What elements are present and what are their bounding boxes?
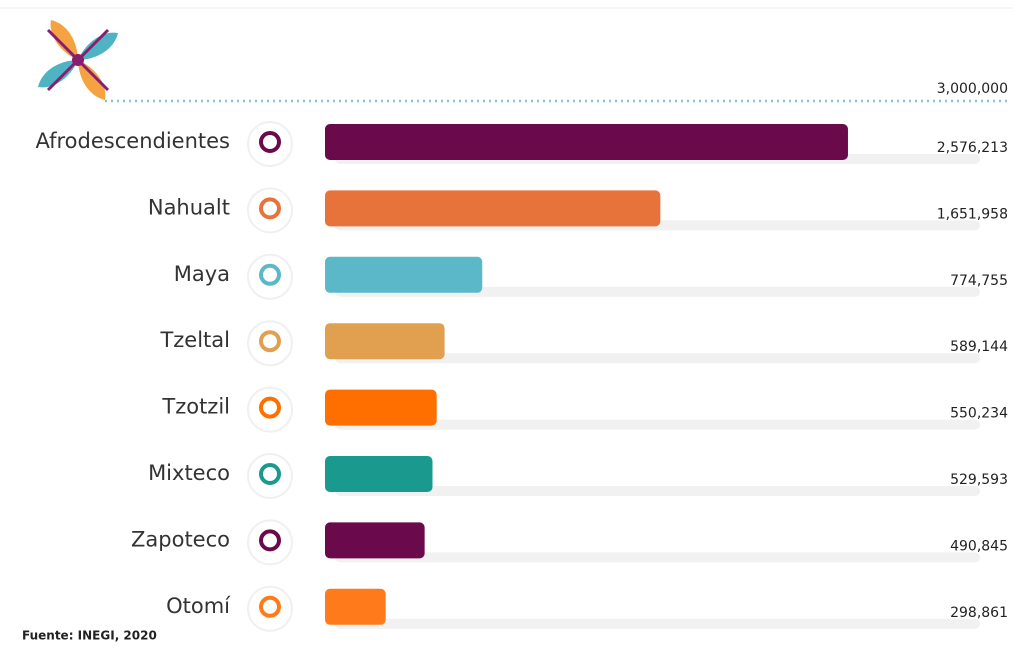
value-label: 490,845 xyxy=(950,538,1008,554)
value-label: 298,861 xyxy=(950,605,1008,621)
category-label: Maya xyxy=(174,262,230,286)
category-icon xyxy=(259,131,281,153)
category-icon-bg xyxy=(247,386,293,433)
bar xyxy=(325,323,445,360)
category-icon-bg xyxy=(247,320,293,367)
bar-shadow xyxy=(335,486,980,496)
category-icon xyxy=(259,330,281,353)
category-icon xyxy=(259,529,281,552)
bar-shadow xyxy=(335,419,980,430)
bar xyxy=(325,456,433,492)
category-icon xyxy=(259,396,281,419)
bar xyxy=(325,522,425,559)
bar xyxy=(325,190,661,227)
bar-shadow xyxy=(335,353,980,364)
category-icon xyxy=(259,463,281,485)
category-icon-bg xyxy=(247,453,293,499)
category-icon xyxy=(259,263,281,286)
category-label: Zapoteco xyxy=(131,527,230,551)
category-label: Nahualt xyxy=(148,195,230,219)
category-label: Tzeltal xyxy=(159,328,230,352)
bar xyxy=(325,389,437,426)
category-label: Tzotzil xyxy=(161,395,230,419)
category-label: Otomí xyxy=(166,594,231,618)
value-label: 589,144 xyxy=(950,339,1008,355)
category-icon xyxy=(259,197,281,220)
logo xyxy=(38,20,118,100)
category-label: Afrodescendientes xyxy=(36,129,231,153)
value-label: 550,234 xyxy=(950,406,1008,422)
bar xyxy=(325,256,483,293)
x-tick-label: 3,000,000 xyxy=(937,81,1008,97)
category-icon-bg xyxy=(247,187,293,234)
value-label: 774,755 xyxy=(950,273,1008,289)
category-icon-bg xyxy=(247,121,293,167)
bar-shadow xyxy=(335,552,980,563)
value-label: 529,593 xyxy=(950,472,1008,488)
category-label: Mixteco xyxy=(148,461,230,485)
value-label: 1,651,958 xyxy=(937,206,1008,222)
category-icon-bg xyxy=(247,519,293,566)
bar xyxy=(325,124,848,160)
category-icon-bg xyxy=(247,253,293,300)
category-icon xyxy=(259,595,281,618)
value-label: 2,576,213 xyxy=(937,140,1008,156)
bar-shadow xyxy=(335,286,980,297)
bar xyxy=(325,588,386,625)
bar-shadow xyxy=(335,618,980,629)
source: Fuente: INEGI, 2020 xyxy=(22,629,157,643)
category-icon-bg xyxy=(247,585,293,632)
